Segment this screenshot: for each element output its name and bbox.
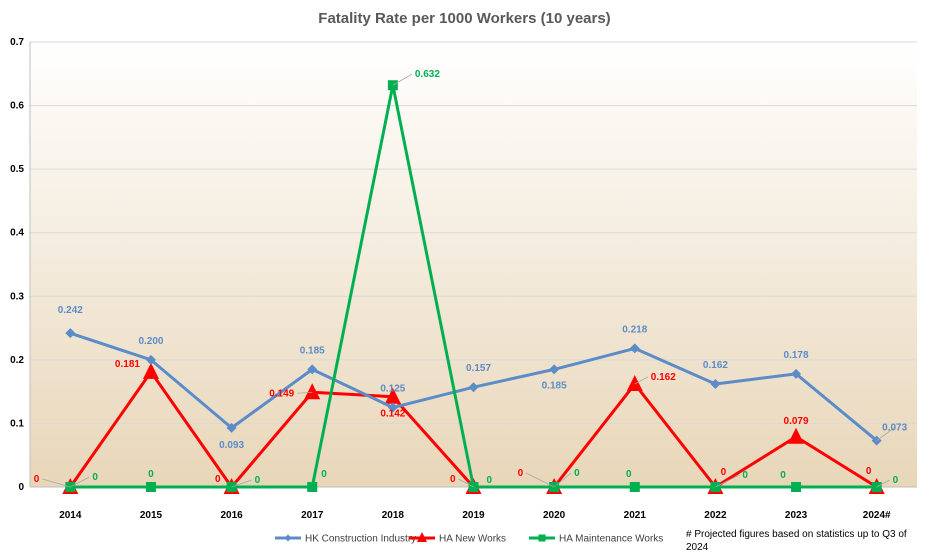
data-label: 0.142 [380,409,405,420]
y-tick-label: 0.7 [10,37,24,48]
data-point [626,375,643,392]
data-label: 0 [742,470,748,481]
leader-line [634,376,648,385]
data-label: 0.632 [415,69,440,80]
leader-line [458,478,474,488]
data-label: 0 [34,474,40,485]
data-label: 0 [255,475,261,486]
data-label: 0.149 [269,388,294,399]
legend-label: HA Maintenance Works [559,534,663,545]
leader-line [876,479,890,488]
data-point [145,354,156,365]
data-label: 0.181 [115,359,140,370]
data-label: 0.218 [622,324,647,335]
x-tick-label: 2018 [382,510,405,521]
data-label: 0.093 [219,440,244,451]
data-label: 0 [450,474,456,485]
data-label: 0.185 [542,380,567,391]
x-tick-label: 2022 [704,510,727,521]
x-tick-label: 2024# [863,510,891,521]
data-label: 0.178 [784,350,809,361]
data-label: 0 [721,467,727,478]
data-point [307,364,318,375]
data-label: 0.162 [703,360,728,371]
data-label: 0 [518,468,524,479]
chart-title: Fatality Rate per 1000 Workers (10 years… [318,10,610,27]
data-label: 0 [321,469,327,480]
data-point [788,427,805,444]
data-point [387,402,398,413]
data-point [145,482,156,492]
data-point [142,362,159,379]
y-tick-label: 0 [18,482,24,493]
data-label: 0 [780,470,786,481]
data-label: 0 [574,468,580,479]
data-point [307,482,318,492]
y-tick-label: 0.2 [10,355,24,366]
legend-marker [284,534,292,542]
x-tick-label: 2015 [140,510,163,521]
y-tick-label: 0.3 [10,291,24,302]
data-label: 0.162 [651,372,676,383]
legend-marker [538,534,546,542]
leader-line [297,391,313,394]
data-label: 0.079 [784,416,809,427]
y-tick-label: 0.4 [10,228,24,239]
data-point [710,379,721,390]
data-label: 0.200 [138,336,163,347]
legend-label: HA New Works [439,534,506,545]
x-tick-label: 2023 [785,510,808,521]
legend-marker [417,532,427,542]
data-label: 0.125 [380,384,405,395]
data-label: 0.242 [58,305,83,316]
x-tick-label: 2014 [59,510,82,521]
data-label: 0 [893,475,899,486]
data-point [791,482,802,492]
leader-line [553,472,572,488]
data-point [791,368,802,379]
x-tick-label: 2019 [462,510,485,521]
data-label: 0 [148,469,154,480]
data-label: 0.185 [300,345,325,356]
leader-line [876,427,895,441]
leader-line [70,476,90,488]
x-tick-label: 2020 [543,510,566,521]
data-point [629,482,640,492]
x-tick-label: 2021 [624,510,647,521]
data-point [629,343,640,354]
data-point [226,422,237,433]
y-tick-label: 0.5 [10,164,24,175]
leader-line [231,479,252,488]
data-label: 0 [92,472,98,483]
data-label: 0 [626,469,632,480]
data-point [304,383,321,400]
data-point [65,328,76,339]
data-label: 0 [487,475,493,486]
x-tick-label: 2017 [301,510,324,521]
y-tick-label: 0.6 [10,101,24,112]
footnote: # Projected figures based on statistics … [686,529,907,553]
data-point [384,387,401,404]
data-label: 0 [215,474,221,485]
leader-line [525,472,555,488]
data-label: 0.157 [466,363,491,374]
data-label: 0 [866,466,872,477]
data-label: 0.073 [882,423,907,434]
data-point [549,364,560,375]
leader-line [715,474,740,488]
x-tick-label: 2016 [220,510,243,521]
leader-line [42,478,71,488]
leader-line [392,73,413,86]
data-point [468,382,479,393]
y-tick-label: 0.1 [10,418,24,429]
legend-label: HK Construction Industry [305,534,416,545]
